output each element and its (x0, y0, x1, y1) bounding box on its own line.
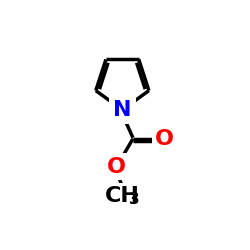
Text: O: O (107, 157, 126, 177)
Text: CH: CH (105, 186, 140, 206)
Text: O: O (155, 129, 174, 149)
Text: 3: 3 (129, 192, 140, 206)
Text: N: N (113, 100, 132, 120)
